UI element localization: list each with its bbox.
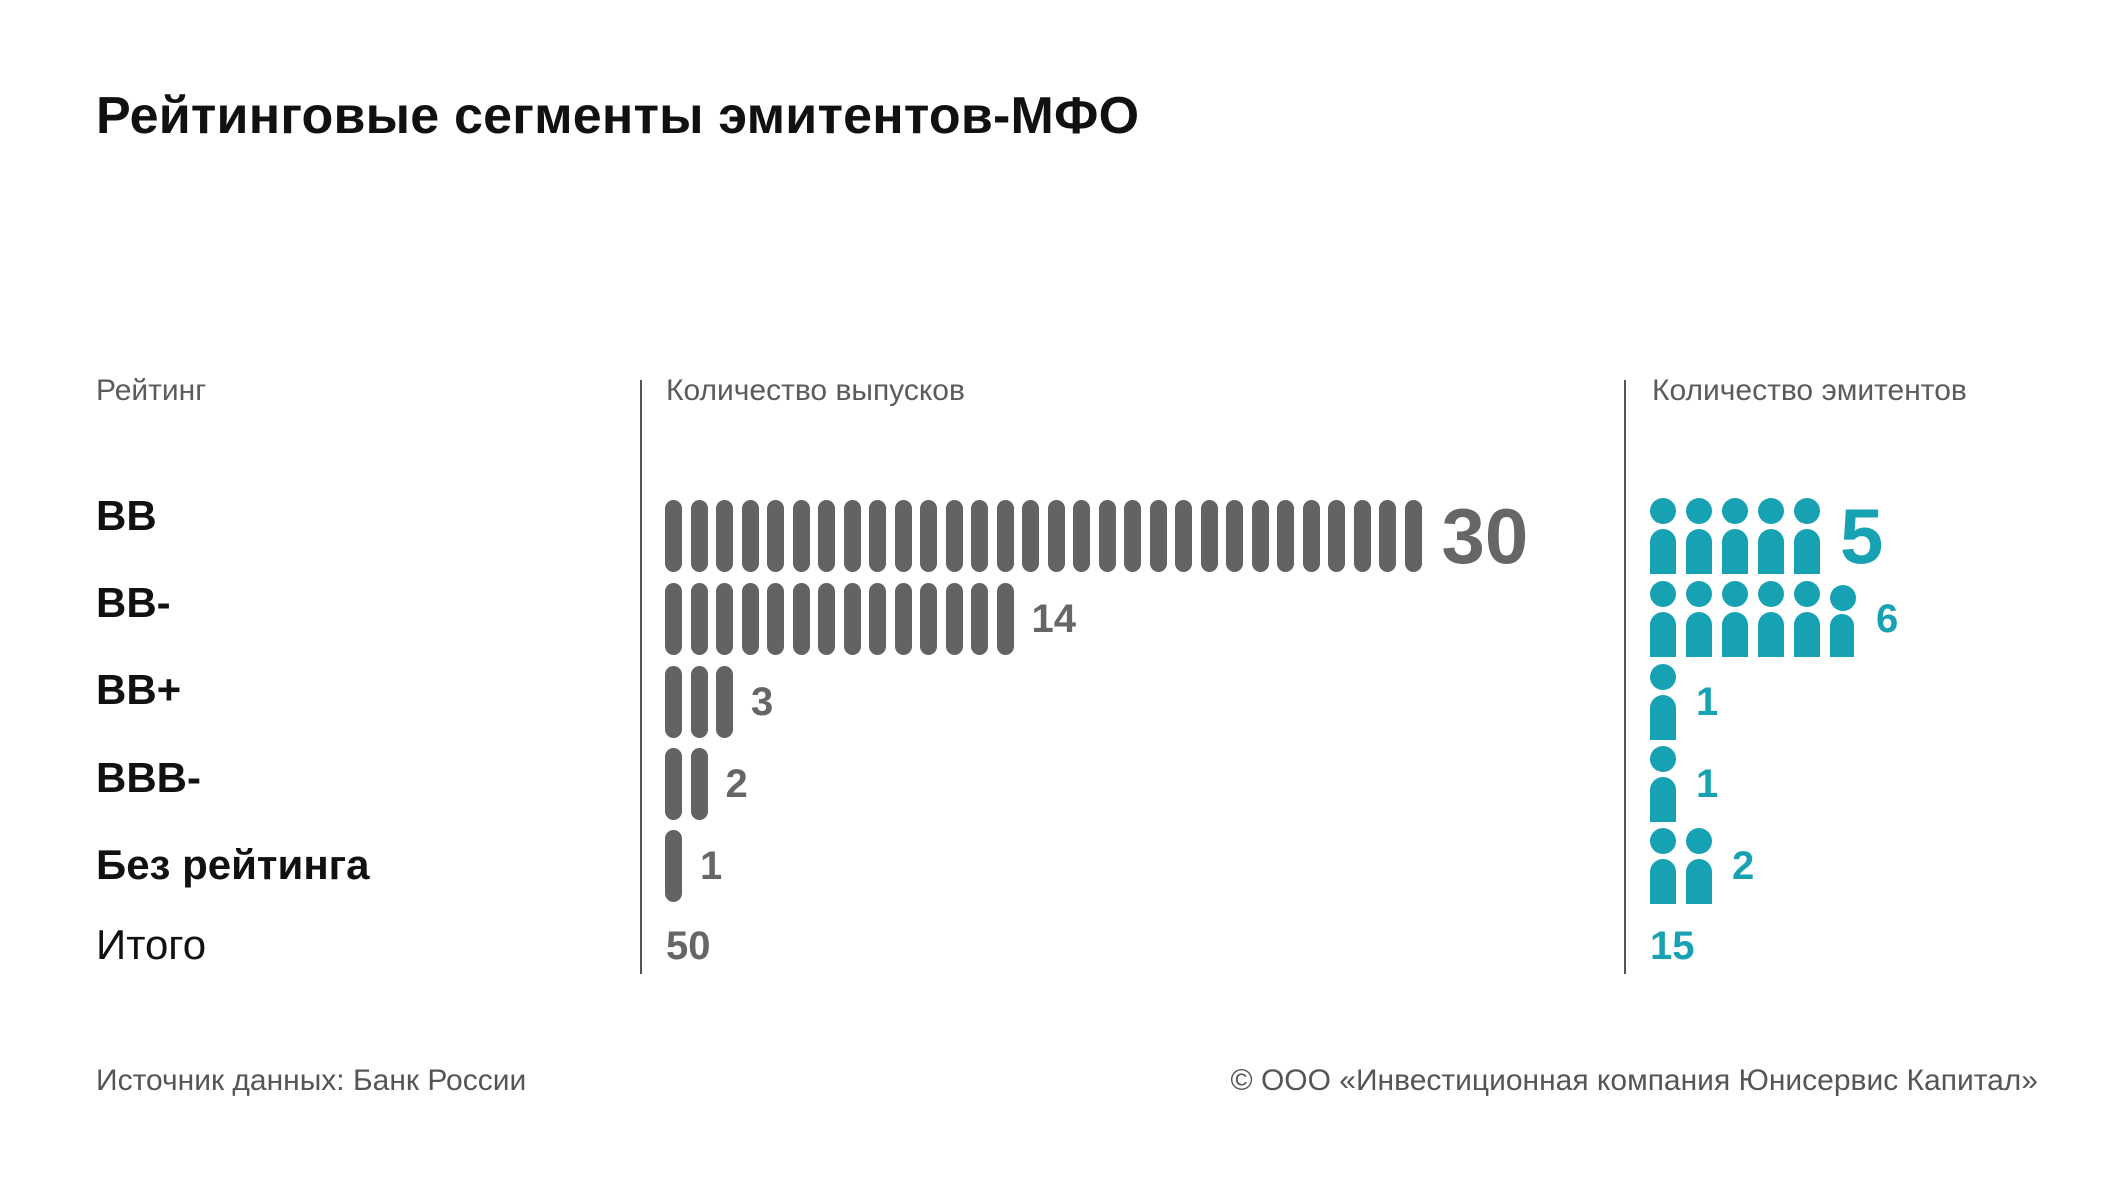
- column-header-rating: Рейтинг: [96, 374, 207, 407]
- issue-bar-unit: [665, 666, 682, 738]
- issue-bar-unit: [945, 583, 963, 655]
- issue-bar-unit: [1328, 500, 1345, 572]
- person-icon: [1758, 498, 1784, 574]
- person-icon: [1830, 581, 1856, 657]
- issue-bar-unit: [792, 583, 810, 655]
- issue-count-label: 3: [751, 680, 774, 724]
- issue-bar-unit: [665, 500, 682, 572]
- issue-bar-unit: [716, 666, 733, 738]
- person-icon: [1722, 581, 1748, 657]
- issue-count-label: 1: [700, 844, 723, 888]
- issue-bar-unit: [665, 748, 682, 820]
- issue-bar-unit: [1200, 500, 1218, 572]
- rating-label-bb-plus: BB+: [96, 666, 182, 713]
- issue-bar-unit: [767, 583, 784, 655]
- rating-label-bb: BB: [96, 492, 157, 539]
- column-divider: [640, 380, 642, 974]
- person-icon: [1686, 828, 1712, 904]
- issue-bar-unit: [1226, 500, 1243, 572]
- issue-bar-unit: [665, 830, 682, 902]
- person-icon: [1650, 581, 1676, 657]
- issue-bar-unit: [1302, 500, 1320, 572]
- issue-bar-unit: [869, 500, 886, 572]
- issue-bar-unit: [1251, 500, 1269, 572]
- issuer-count-label: 1: [1696, 762, 1719, 806]
- issue-bar-unit: [1098, 500, 1116, 572]
- issue-bar-unit: [1175, 500, 1192, 572]
- issue-bar-unit: [945, 500, 963, 572]
- issue-bar-unit: [996, 500, 1014, 572]
- issue-bar-unit: [971, 583, 988, 655]
- column-header-issuers: Количество эмитентов: [1652, 374, 1967, 407]
- issue-bar-unit: [716, 583, 733, 655]
- issuer-count-label: 6: [1876, 597, 1899, 641]
- person-icon: [1650, 828, 1676, 904]
- issue-bar-unit: [818, 500, 835, 572]
- issue-bar-unit: [1047, 500, 1065, 572]
- issue-bar-unit: [971, 500, 988, 572]
- issue-bar-unit: [1353, 500, 1371, 572]
- issue-count-label: 2: [725, 762, 748, 806]
- person-icon: [1650, 664, 1676, 740]
- issuer-count-label: 1: [1696, 680, 1719, 724]
- issue-bar-unit: [818, 583, 835, 655]
- issue-bar-unit: [665, 583, 682, 655]
- issues-total-value: 50: [666, 924, 711, 968]
- issue-bar-unit: [920, 500, 937, 572]
- issue-bar-unit: [767, 500, 784, 572]
- issue-bar-unit: [690, 666, 708, 738]
- person-icon: [1722, 498, 1748, 574]
- issuers-total-value: 15: [1650, 924, 1695, 968]
- issue-bar-unit: [690, 583, 708, 655]
- issue-count-label: 30: [1441, 492, 1529, 580]
- issue-bar-unit: [843, 500, 861, 572]
- rating-label-no-rating: Без рейтинга: [96, 841, 370, 888]
- issue-bar-unit: [1277, 500, 1294, 572]
- issue-bar-unit: [1022, 500, 1039, 572]
- issuer-count-label: 2: [1732, 844, 1755, 888]
- person-icon: [1758, 581, 1784, 657]
- issue-bar-unit: [690, 500, 708, 572]
- person-icon: [1686, 581, 1712, 657]
- total-label: Итого: [96, 921, 207, 968]
- issuer-count-label: 5: [1840, 492, 1884, 580]
- column-header-issues: Количество выпусков: [666, 374, 965, 407]
- issue-count-label: 14: [1031, 597, 1077, 641]
- copyright-note: © ООО «Инвестиционная компания Юнисервис…: [1230, 1064, 2038, 1097]
- person-icon: [1794, 498, 1820, 574]
- issue-bar-unit: [741, 500, 759, 572]
- issue-bar-unit: [894, 583, 912, 655]
- rating-label-bb-minus: BB-: [96, 579, 171, 626]
- issue-bar-unit: [716, 500, 733, 572]
- issue-bar-unit: [996, 583, 1014, 655]
- issue-bar-unit: [1404, 500, 1422, 572]
- person-icon: [1650, 498, 1676, 574]
- page-title: Рейтинговые сегменты эмитентов-МФО: [96, 87, 1140, 145]
- issue-bar-unit: [843, 583, 861, 655]
- person-icon: [1686, 498, 1712, 574]
- person-icon: [1650, 746, 1676, 822]
- person-icon: [1794, 581, 1820, 657]
- issue-bar-unit: [920, 583, 937, 655]
- issue-bar-unit: [741, 583, 759, 655]
- column-divider: [1624, 380, 1626, 974]
- issue-bar-unit: [1073, 500, 1090, 572]
- issue-bar-unit: [1149, 500, 1167, 572]
- issue-bar-unit: [1379, 500, 1396, 572]
- issue-bar-unit: [869, 583, 886, 655]
- issue-bar-unit: [1124, 500, 1141, 572]
- rating-label-bbb-minus: BBB-: [96, 754, 201, 801]
- issue-bar-unit: [690, 748, 708, 820]
- source-note: Источник данных: Банк России: [96, 1064, 527, 1097]
- issue-bar-unit: [894, 500, 912, 572]
- issue-bar-unit: [792, 500, 810, 572]
